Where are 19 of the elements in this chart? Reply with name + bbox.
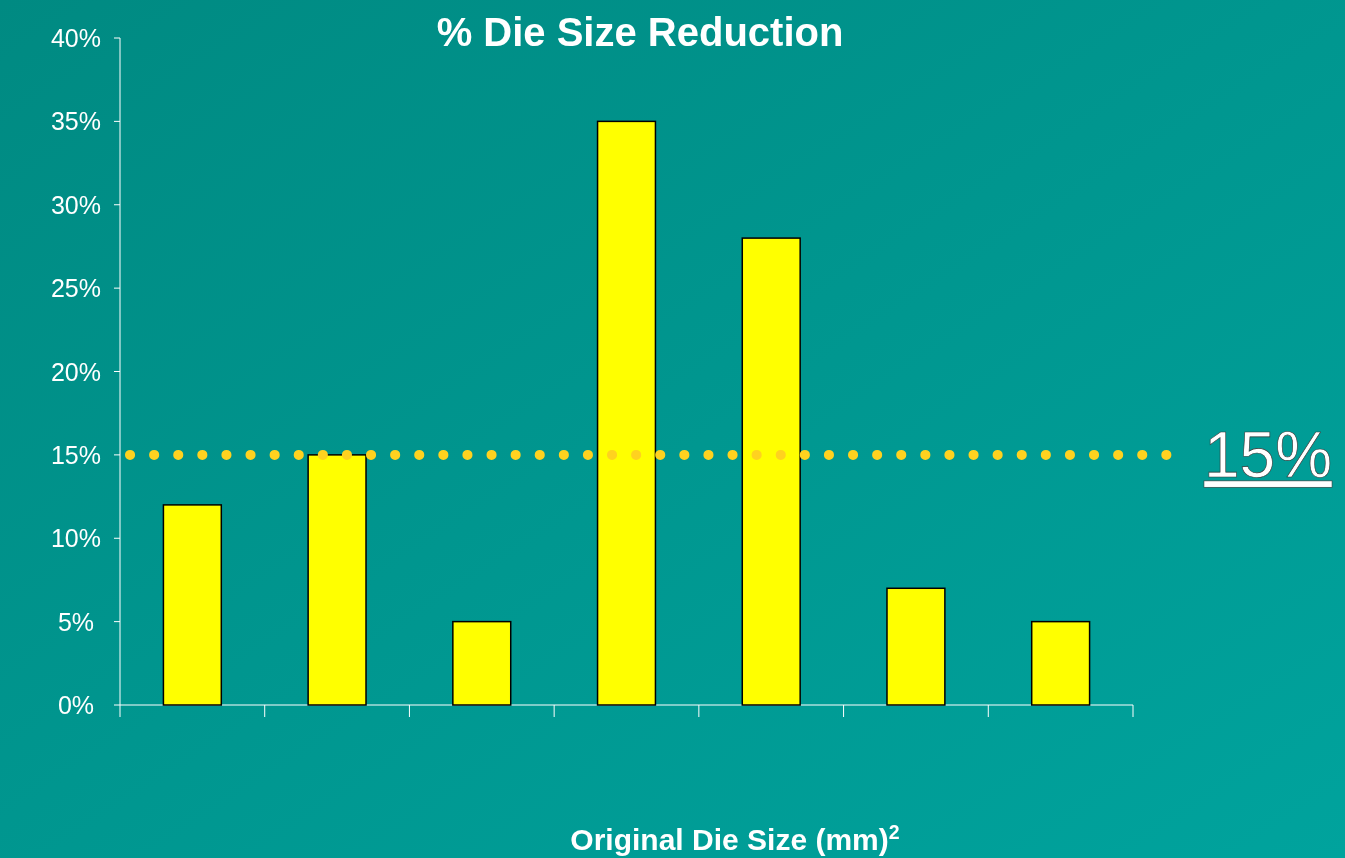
chart-title: % Die Size Reduction xyxy=(436,10,844,54)
y-tick-label: 40% xyxy=(50,24,102,52)
y-tick-label: 0% xyxy=(57,691,95,719)
y-tick-label: 35% xyxy=(50,107,102,136)
y-tick-label: 5% xyxy=(57,607,95,636)
bar xyxy=(886,587,946,706)
y-tick-label: 10% xyxy=(50,524,102,553)
bar xyxy=(162,504,223,706)
bar xyxy=(741,237,801,706)
ref-line-label: 15% xyxy=(1203,418,1333,491)
bar xyxy=(596,120,657,706)
bar xyxy=(307,454,367,706)
bar xyxy=(1030,620,1091,706)
x-axis-title: Original Die Size (mm)$^{2}$ xyxy=(570,821,900,856)
y-tick-label: 15% xyxy=(50,440,102,469)
y-tick-label: 30% xyxy=(50,190,102,219)
bar xyxy=(452,620,512,706)
y-tick-label: 25% xyxy=(50,274,102,303)
y-tick-label: 20% xyxy=(50,357,102,386)
